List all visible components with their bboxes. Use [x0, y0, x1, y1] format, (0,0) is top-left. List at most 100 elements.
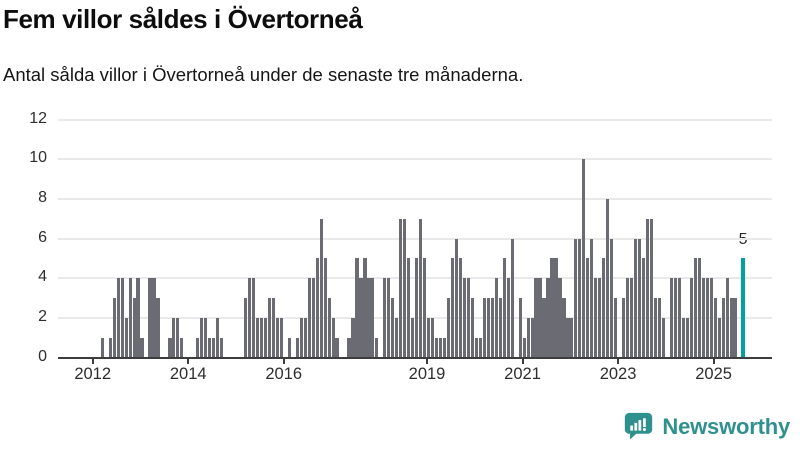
bar: [415, 258, 419, 358]
bar: [383, 278, 387, 358]
bar: [136, 278, 140, 358]
bar: [212, 337, 216, 358]
bar: [128, 278, 132, 358]
bar: [486, 298, 490, 358]
highlighted-bar: [741, 258, 745, 358]
bar: [176, 317, 180, 358]
bar: [602, 258, 606, 358]
newsworthy-speech-bubble-chart-icon: [625, 412, 653, 440]
bar: [148, 278, 152, 358]
bar: [399, 218, 403, 358]
bar: [303, 317, 307, 358]
bar: [622, 298, 626, 358]
bar: [438, 337, 443, 358]
bar: [705, 278, 709, 358]
bar: [407, 258, 411, 358]
bar: [442, 337, 447, 358]
bar: [701, 278, 705, 358]
bar: [367, 278, 371, 358]
newsworthy-logo[interactable]: Newsworthy: [623, 411, 790, 442]
bar: [510, 238, 514, 358]
bar: [132, 298, 136, 358]
bar: [729, 298, 733, 358]
x-axis-line: [58, 356, 772, 359]
bar: [673, 278, 677, 358]
bar: [200, 317, 204, 358]
y-tick-label: 6: [38, 228, 47, 246]
bar: [319, 218, 323, 358]
bar: [661, 317, 666, 358]
bar: [502, 258, 506, 358]
bar: [697, 258, 701, 358]
bar: [582, 159, 586, 358]
bar: [725, 278, 729, 358]
bar: [681, 317, 685, 358]
bar: [542, 298, 546, 358]
y-tick-label: 10: [29, 149, 47, 167]
bar: [403, 218, 407, 358]
bar: [610, 238, 614, 358]
y-tick-label: 0: [38, 347, 47, 365]
bar: [259, 317, 264, 358]
bar: [546, 278, 550, 358]
bar: [693, 258, 697, 358]
bar: [208, 337, 212, 358]
y-tick-label: 2: [38, 307, 47, 325]
bar: [498, 298, 502, 358]
bar: [327, 298, 331, 358]
bar: [526, 317, 530, 358]
x-tick-label: 2014: [169, 365, 207, 383]
bar: [550, 258, 554, 358]
page-title: Fem villor såldes i Övertorneå: [3, 4, 363, 34]
brand-name: Newsworthy: [662, 413, 790, 439]
y-tick-label: 8: [38, 188, 47, 206]
bar: [462, 278, 467, 358]
bar: [606, 198, 610, 358]
bar: [649, 218, 654, 358]
bar: [454, 238, 459, 358]
bar: [458, 258, 463, 358]
bar: [251, 278, 256, 358]
bar: [586, 258, 590, 358]
bar: [220, 337, 224, 358]
bar: [721, 298, 725, 358]
bar: [554, 258, 558, 358]
x-tick-label: 2016: [265, 365, 303, 383]
bar: [387, 278, 391, 358]
bar: [598, 278, 602, 358]
bar: [641, 258, 646, 358]
bar: [574, 238, 578, 358]
x-tick: [521, 359, 524, 364]
bar: [709, 278, 713, 358]
bar: [653, 298, 658, 358]
bar: [570, 317, 574, 358]
bar: [295, 337, 299, 358]
bar: [287, 337, 291, 358]
x-tick-label: 2012: [74, 365, 112, 383]
bar: [140, 337, 144, 358]
bar: [626, 278, 630, 358]
bar: [411, 317, 415, 358]
bar: [375, 337, 379, 358]
bar: [538, 278, 542, 358]
bar: [637, 238, 642, 358]
bar: [315, 258, 319, 358]
bar: [243, 298, 248, 358]
gridline: [58, 316, 772, 319]
bar: [116, 278, 120, 358]
bar: [172, 317, 176, 358]
gridline: [58, 237, 772, 240]
x-tick: [282, 359, 285, 364]
bar: [279, 317, 283, 358]
bar: [347, 337, 351, 358]
bar: [124, 317, 128, 358]
bar: [359, 278, 363, 358]
bar: [494, 278, 498, 358]
bar: [395, 317, 399, 358]
bar: [311, 278, 315, 358]
bar: [506, 278, 510, 358]
x-tick-label: 2023: [599, 365, 637, 383]
x-tick: [617, 359, 620, 364]
